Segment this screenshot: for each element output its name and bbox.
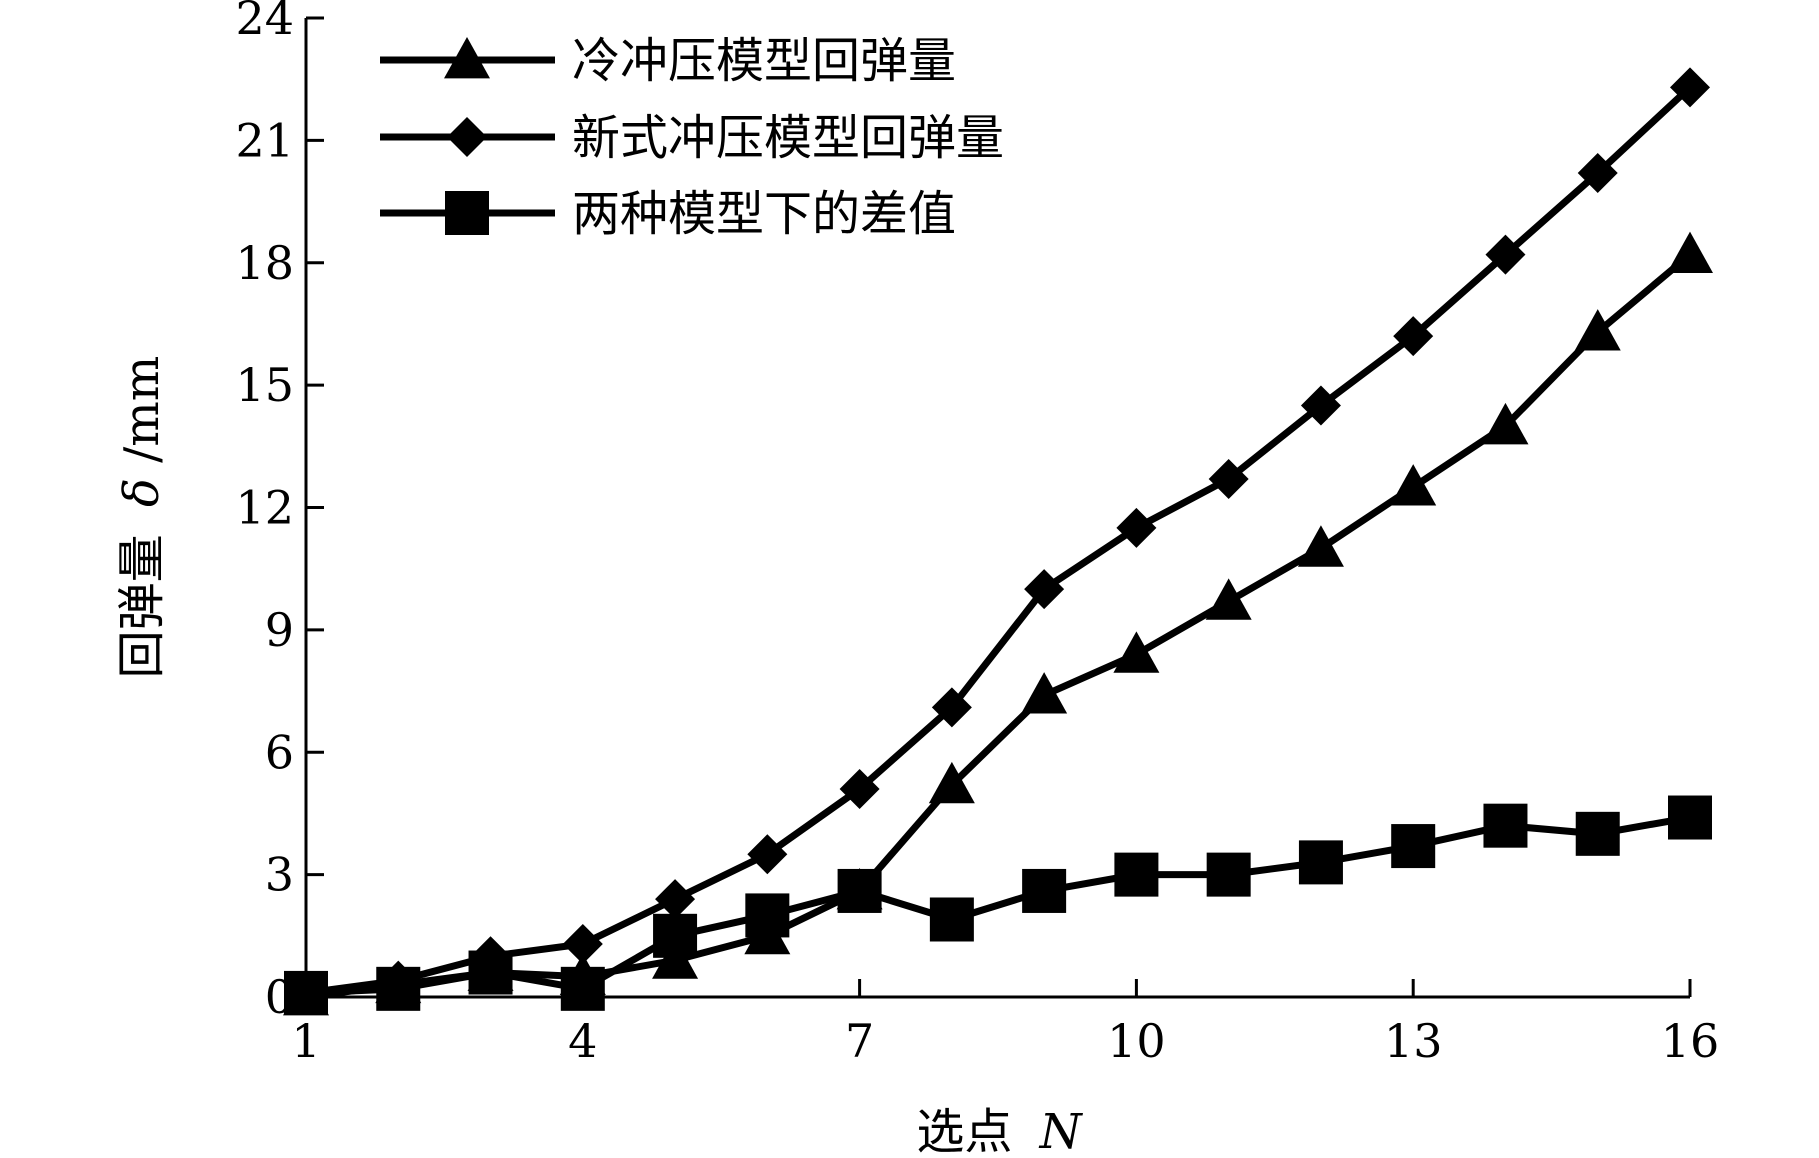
data-point-triangle — [1021, 672, 1068, 714]
data-point-square — [1022, 868, 1067, 913]
y-tick-label: 6 — [265, 725, 294, 779]
data-point-square — [1206, 852, 1251, 897]
y-axis-title: 回弹量 δ /mm — [114, 356, 170, 679]
y-tick-label: 3 — [265, 848, 294, 902]
data-point-diamond — [747, 834, 788, 875]
data-point-triangle — [1113, 631, 1160, 673]
legend-item: 两种模型下的差值 — [380, 186, 956, 242]
legend-marker-diamond — [447, 117, 487, 157]
y-axis-title-text: 回弹量 — [114, 534, 170, 678]
data-point-triangle — [1390, 464, 1437, 506]
data-point-square — [560, 966, 605, 1011]
legend-marker-square — [445, 191, 489, 235]
data-point-square — [1114, 852, 1159, 897]
data-point-diamond — [1393, 316, 1434, 357]
data-point-square — [929, 897, 974, 942]
data-point-diamond — [1670, 67, 1710, 108]
data-point-square — [1575, 811, 1620, 856]
x-tick-label: 4 — [568, 1014, 597, 1068]
y-tick-label: 12 — [235, 481, 294, 535]
y-axis-unit: /mm — [114, 356, 170, 463]
data-point-square — [284, 970, 328, 1015]
data-point-square — [468, 950, 513, 995]
data-point-square — [1298, 840, 1343, 885]
y-tick-label: 18 — [235, 236, 294, 290]
legend-item: 新式冲压模型回弹量 — [380, 110, 1004, 166]
series-line-square — [305, 814, 1691, 997]
data-point-diamond — [1208, 458, 1249, 499]
series-group — [283, 67, 1713, 1016]
x-tick-label: 16 — [1661, 1014, 1720, 1068]
data-point-square — [1483, 803, 1528, 848]
data-point-diamond — [1577, 153, 1618, 194]
data-point-square — [837, 868, 882, 913]
data-point-square — [376, 966, 421, 1011]
data-point-diamond — [562, 923, 603, 964]
x-axis-title: 选点 N — [916, 1104, 1083, 1158]
x-axis-variable: N — [1039, 1104, 1084, 1158]
series-triangle — [283, 231, 1713, 1016]
data-point-triangle — [1205, 578, 1252, 620]
y-tick-label: 21 — [235, 113, 294, 167]
series-diamond — [286, 67, 1710, 1013]
x-tick-label: 1 — [291, 1014, 320, 1068]
data-point-triangle — [1297, 525, 1344, 567]
legend-label: 新式冲压模型回弹量 — [572, 110, 1004, 166]
data-point-diamond — [1116, 507, 1157, 548]
series-line-diamond — [305, 84, 1693, 997]
data-point-triangle — [652, 937, 699, 979]
data-point-square — [1668, 795, 1712, 840]
data-point-diamond — [1024, 569, 1065, 610]
data-point-triangle — [1574, 309, 1621, 351]
x-ticks: 1 4 7 10 13 16 — [291, 979, 1719, 1068]
data-point-square — [653, 913, 698, 958]
y-tick-label: 24 — [235, 0, 294, 45]
legend-label: 冷冲压模型回弹量 — [572, 33, 956, 89]
data-point-triangle — [1482, 402, 1529, 445]
data-point-triangle — [1667, 231, 1713, 273]
legend-label: 两种模型下的差值 — [572, 186, 956, 242]
data-point-diamond — [1300, 385, 1341, 426]
y-tick-label: 9 — [265, 603, 294, 657]
y-axis-variable: δ — [114, 478, 170, 507]
data-point-square — [1391, 824, 1436, 869]
data-point-square — [745, 893, 790, 938]
x-tick-label: 7 — [845, 1014, 874, 1068]
legend-item: 冷冲压模型回弹量 — [380, 33, 956, 89]
x-tick-label: 10 — [1107, 1014, 1166, 1068]
data-point-diamond — [1485, 234, 1526, 275]
data-point-triangle — [928, 761, 975, 804]
series-square — [284, 795, 1712, 1015]
x-tick-label: 13 — [1384, 1014, 1443, 1068]
legend-marker-triangle — [444, 37, 490, 79]
data-point-diamond — [655, 879, 696, 920]
data-point-diamond — [839, 768, 880, 809]
y-tick-label: 15 — [235, 358, 294, 412]
data-point-diamond — [931, 687, 972, 728]
series-line-triangle — [305, 251, 1693, 1001]
x-axis-title-text: 选点 — [916, 1104, 1012, 1158]
